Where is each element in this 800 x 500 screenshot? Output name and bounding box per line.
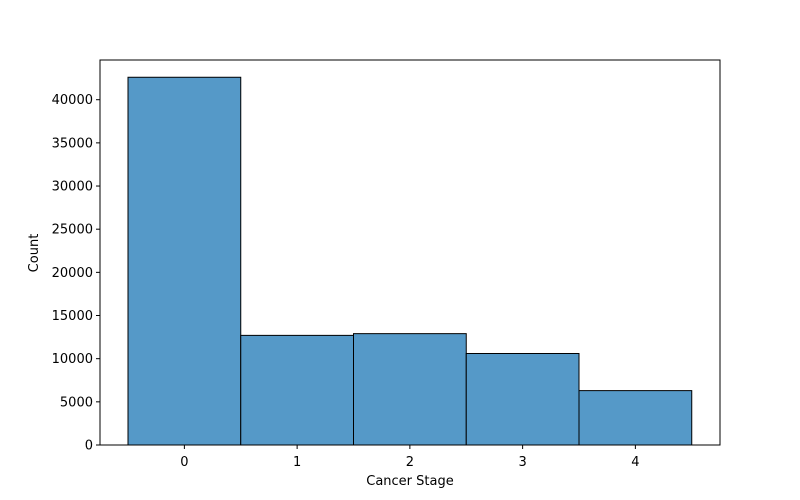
- y-tick-label: 10000: [52, 352, 93, 367]
- x-tick-label: 1: [293, 455, 301, 470]
- x-axis-ticks: 0 1 2 3 4: [180, 445, 640, 470]
- histogram-bar-stage-2: [353, 333, 467, 446]
- y-axis-label: Count: [27, 234, 42, 273]
- y-tick-label: 35000: [52, 136, 93, 151]
- x-tick-label: 2: [406, 455, 414, 470]
- y-tick-label: 15000: [52, 309, 93, 324]
- histogram-bar-stage-3: [465, 352, 580, 446]
- x-tick-label: 0: [180, 455, 188, 470]
- x-tick-label: 4: [631, 455, 639, 470]
- histogram-bar-stage-1: [240, 334, 354, 446]
- y-axis-ticks: 0 5000 10000 15000 20000 25000 30000 35000 40000: [52, 93, 100, 454]
- y-tick-label: 40000: [52, 93, 93, 108]
- y-tick-label: 0: [85, 439, 93, 454]
- x-axis-label: Cancer Stage: [366, 474, 453, 489]
- y-tick-label: 25000: [52, 223, 93, 238]
- y-tick-label: 20000: [52, 266, 93, 281]
- y-tick-label: 30000: [52, 180, 93, 195]
- histogram-bar-stage-0: [127, 76, 242, 446]
- x-tick-label: 3: [518, 455, 526, 470]
- bars-layer: [127, 76, 693, 446]
- y-tick-label: 5000: [60, 395, 93, 410]
- histogram-bar-stage-4: [578, 390, 693, 446]
